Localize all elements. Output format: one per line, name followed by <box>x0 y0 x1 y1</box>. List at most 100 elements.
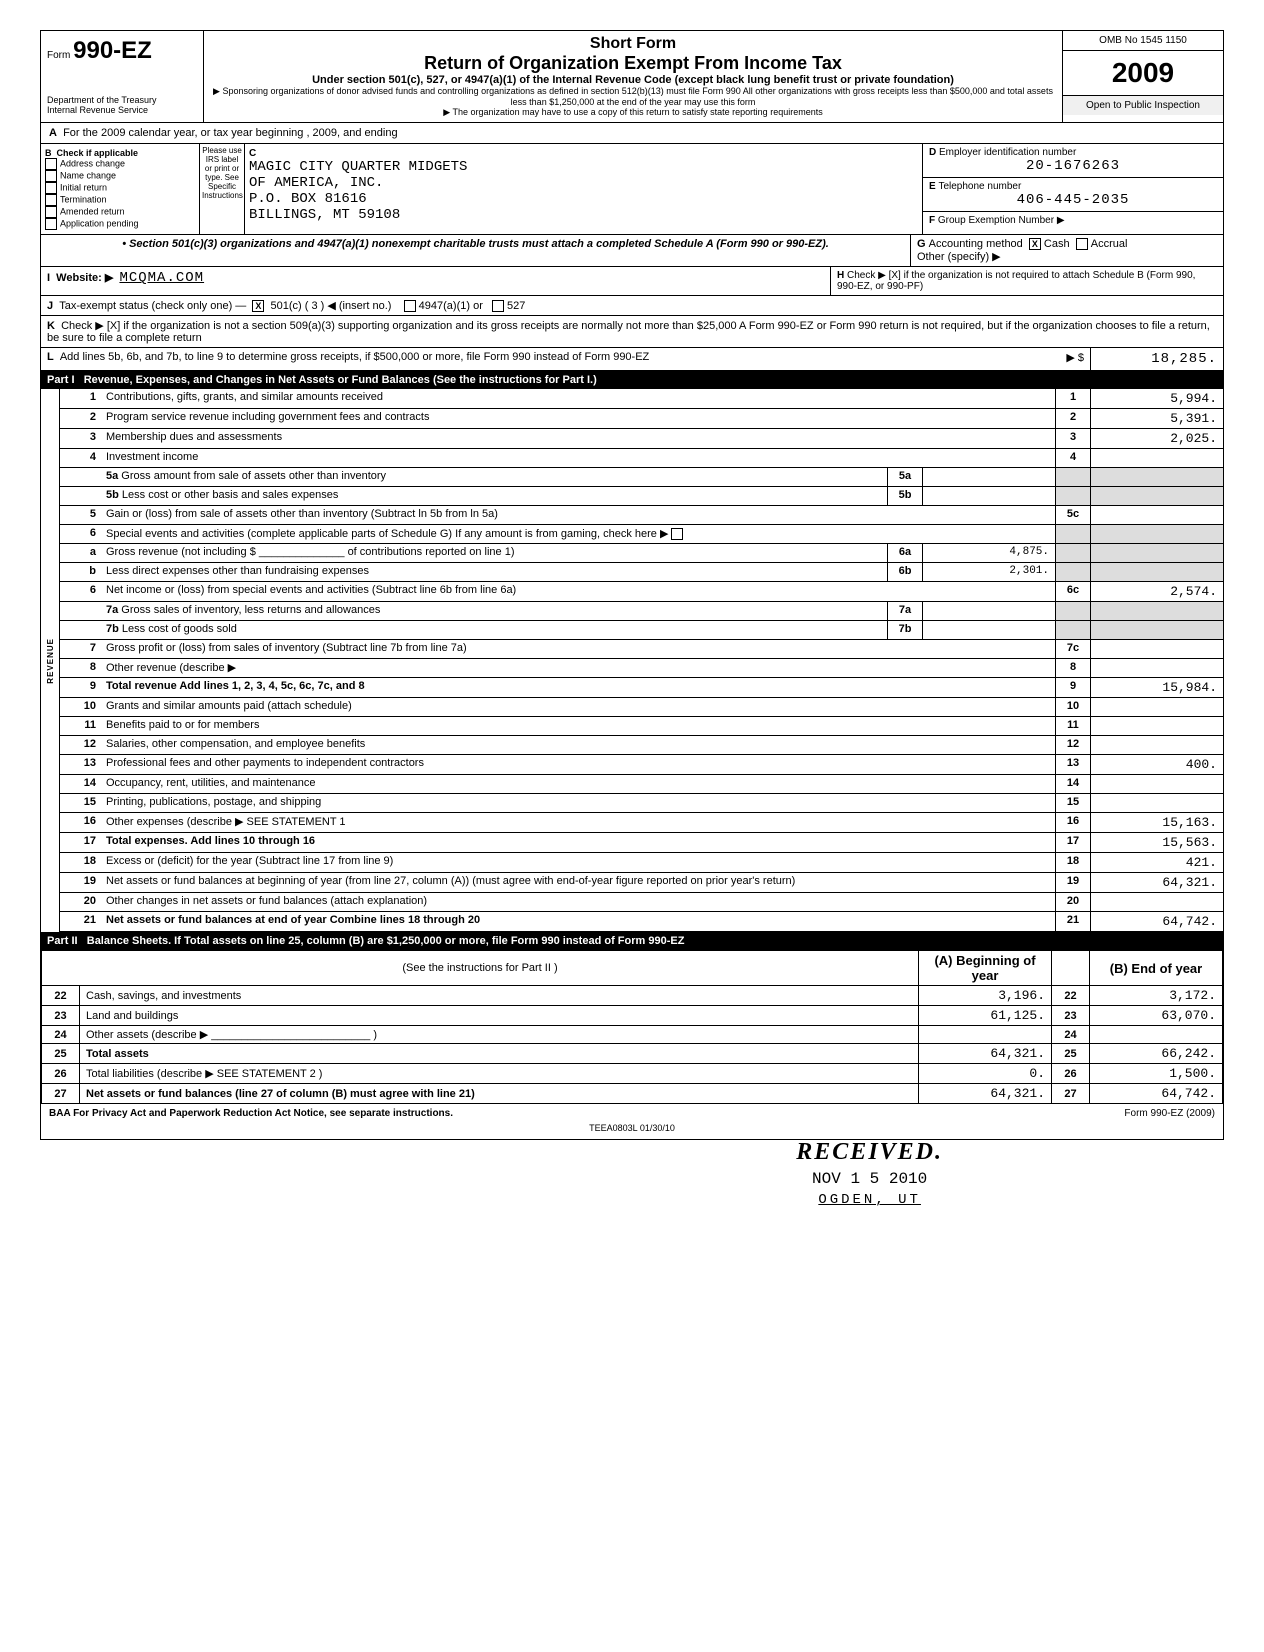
line-3: 3Membership dues and assessments32,025. <box>60 429 1223 449</box>
row-j: J Tax-exempt status (check only one) — 5… <box>41 296 1223 316</box>
received-location: OGDEN, UT <box>796 1192 943 1208</box>
line-7a: 7a Gross sales of inventory, less return… <box>60 602 1223 621</box>
b-header: Check if applicable <box>57 148 139 158</box>
g-label: Accounting method <box>929 238 1023 250</box>
row-501c-g: • Section 501(c)(3) organizations and 49… <box>41 235 1223 267</box>
header-left: Form 990-EZ Department of the Treasury I… <box>41 31 204 122</box>
form-page: Form 990-EZ Department of the Treasury I… <box>40 30 1224 1140</box>
bs-instr: (See the instructions for Part II ) <box>42 951 919 986</box>
col-def: D Employer identification number 20-1676… <box>922 144 1223 234</box>
page-footer: BAA For Privacy Act and Paperwork Reduct… <box>41 1104 1223 1123</box>
org-addr-2: BILLINGS, MT 59108 <box>249 207 918 223</box>
bs-row-27: 27Net assets or fund balances (line 27 o… <box>42 1084 1223 1104</box>
line-6a: aGross revenue (not including $ ________… <box>60 544 1223 563</box>
org-name-2: OF AMERICA, INC. <box>249 175 918 191</box>
l-value: 18,285. <box>1090 348 1223 370</box>
block-bcdef: B Check if applicable Address change Nam… <box>41 144 1223 235</box>
omb-number: OMB No 1545 1150 <box>1063 31 1223 51</box>
line-18: 18Excess or (deficit) for the year (Subt… <box>60 853 1223 873</box>
part2-heading: Balance Sheets. If Total assets on line … <box>87 935 685 947</box>
g-other: Other (specify) ▶ <box>917 251 1001 263</box>
line-20: 20Other changes in net assets or fund ba… <box>60 893 1223 912</box>
bs-row-26: 26Total liabilities (describe ▶ SEE STAT… <box>42 1064 1223 1084</box>
line-7c: 7Gross profit or (loss) from sales of in… <box>60 640 1223 659</box>
row-k: K Check ▶ [X] if the organization is not… <box>41 316 1223 348</box>
j-label: Tax-exempt status (check only one) — <box>59 300 246 312</box>
b-name-change: Name change <box>60 170 116 180</box>
col-b: B Check if applicable Address change Nam… <box>41 144 200 234</box>
phone-value: 406-445-2035 <box>929 192 1217 208</box>
received-text: RECEIVED. <box>796 1139 943 1166</box>
col-c: C MAGIC CITY QUARTER MIDGETS OF AMERICA,… <box>245 144 922 234</box>
b-pending: Application pending <box>60 218 139 228</box>
line-5b: 5b Less cost or other basis and sales ex… <box>60 487 1223 506</box>
g-accrual: Accrual <box>1091 238 1128 250</box>
b-amended: Amended return <box>60 206 125 216</box>
footer-code: TEEA0803L 01/30/10 <box>41 1123 1223 1139</box>
balance-sheet-table: (See the instructions for Part II ) (A) … <box>41 950 1223 1104</box>
line-5c: 5Gain or (loss) from sale of assets othe… <box>60 506 1223 525</box>
line-6: 6Special events and activities (complete… <box>60 525 1223 544</box>
line-14: 14Occupancy, rent, utilities, and mainte… <box>60 775 1223 794</box>
part2-title: Part II <box>47 935 78 947</box>
l-arrow: ▶ $ <box>1038 348 1090 370</box>
line-8: 8Other revenue (describe ▶8 <box>60 659 1223 678</box>
please-label: Please use IRS label or print or type. S… <box>200 144 245 234</box>
line-19: 19Net assets or fund balances at beginni… <box>60 873 1223 893</box>
line-16: 16Other expenses (describe ▶ SEE STATEME… <box>60 813 1223 833</box>
received-date: NOV 1 5 2010 <box>796 1170 943 1188</box>
irs-label: Internal Revenue Service <box>47 105 197 115</box>
form-header: Form 990-EZ Department of the Treasury I… <box>41 31 1223 123</box>
line-13: 13Professional fees and other payments t… <box>60 755 1223 775</box>
line-17: 17Total expenses. Add lines 10 through 1… <box>60 833 1223 853</box>
ein-value: 20-1676263 <box>929 158 1217 174</box>
line-21: 21Net assets or fund balances at end of … <box>60 912 1223 932</box>
section-501c3-note: • Section 501(c)(3) organizations and 49… <box>41 235 910 266</box>
dept-treasury: Department of the Treasury <box>47 95 197 105</box>
row-i-h: I Website: ▶ MCQMA.COM H Check ▶ [X] if … <box>41 267 1223 296</box>
bs-row-24: 24Other assets (describe ▶ _____________… <box>42 1026 1223 1044</box>
tax-year: 2009 <box>1063 51 1223 95</box>
form-title: Return of Organization Exempt From Incom… <box>208 53 1058 74</box>
j-501c: 501(c) ( 3 ) ◀ (insert no.) <box>271 300 392 312</box>
line-a-text: For the 2009 calendar year, or tax year … <box>63 127 398 139</box>
bs-row-25: 25Total assets64,321.2566,242. <box>42 1044 1223 1064</box>
line-2: 2Program service revenue including gover… <box>60 409 1223 429</box>
b-initial-return: Initial return <box>60 182 107 192</box>
vert-rev-label: REVENUE <box>46 638 55 684</box>
part2-header: Part II Balance Sheets. If Total assets … <box>41 932 1223 950</box>
inspection-notice: Open to Public Inspection <box>1063 95 1223 115</box>
header-right: OMB No 1545 1150 2009 Open to Public Ins… <box>1062 31 1223 122</box>
line-11: 11Benefits paid to or for members11 <box>60 717 1223 736</box>
website-value: MCQMA.COM <box>119 270 204 286</box>
line-4: 4Investment income4 <box>60 449 1223 468</box>
k-text: Check ▶ [X] if the organization is not a… <box>47 320 1210 344</box>
org-name-1: MAGIC CITY QUARTER MIDGETS <box>249 159 918 175</box>
part1-body: RECEIVED. NOV 1 5 2010 OGDEN, UT REVENUE… <box>41 389 1223 932</box>
line-15: 15Printing, publications, postage, and s… <box>60 794 1223 813</box>
b-termination: Termination <box>60 194 107 204</box>
vert-revenue: REVENUE <box>41 389 60 932</box>
footer-form: Form 990-EZ (2009) <box>1124 1108 1215 1119</box>
form-number: 990-EZ <box>73 37 152 64</box>
form-note1: ▶ Sponsoring organizations of donor advi… <box>208 86 1058 107</box>
i-label: Website: ▶ <box>56 272 113 284</box>
bs-row-22: 22Cash, savings, and investments3,196.22… <box>42 986 1223 1006</box>
line-5a: 5a Gross amount from sale of assets othe… <box>60 468 1223 487</box>
footer-baa: BAA For Privacy Act and Paperwork Reduct… <box>49 1108 453 1119</box>
revenue-lines: 1Contributions, gifts, grants, and simil… <box>60 389 1223 932</box>
form-note2: ▶ The organization may have to use a cop… <box>208 107 1058 118</box>
line-a: A For the 2009 calendar year, or tax yea… <box>41 123 1223 144</box>
header-center: Short Form Return of Organization Exempt… <box>204 31 1062 122</box>
line-1: 1Contributions, gifts, grants, and simil… <box>60 389 1223 409</box>
short-form-label: Short Form <box>208 35 1058 53</box>
f-label: Group Exemption Number ▶ <box>938 215 1065 226</box>
l-text: Add lines 5b, 6b, and 7b, to line 9 to d… <box>60 351 649 363</box>
line-9: 9Total revenue Add lines 1, 2, 3, 4, 5c,… <box>60 678 1223 698</box>
line-12: 12Salaries, other compensation, and empl… <box>60 736 1223 755</box>
bs-row-23: 23Land and buildings61,125.2363,070. <box>42 1006 1223 1026</box>
form-subtitle: Under section 501(c), 527, or 4947(a)(1)… <box>208 74 1058 86</box>
part1-heading: Revenue, Expenses, and Changes in Net As… <box>84 374 597 386</box>
line-10: 10Grants and similar amounts paid (attac… <box>60 698 1223 717</box>
line-7b: 7b Less cost of goods sold7b <box>60 621 1223 640</box>
